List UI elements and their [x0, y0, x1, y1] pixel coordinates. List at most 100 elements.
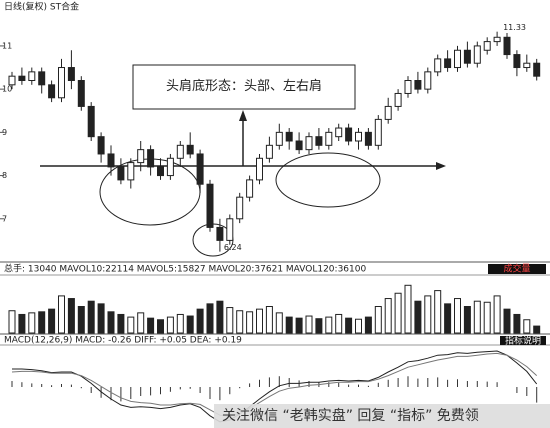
candle-body [77, 80, 85, 107]
candle-body [137, 149, 145, 164]
candle-body [226, 218, 234, 241]
volume-bar [137, 312, 145, 334]
candle-body [483, 41, 491, 51]
macd-button-label: 指标说明 [505, 335, 541, 347]
candle-body [463, 49, 471, 64]
volume-bar [206, 303, 214, 334]
candle-body [166, 157, 174, 177]
candle-body [473, 45, 481, 64]
volume-bar [325, 316, 333, 334]
up-arrow-head [239, 110, 247, 121]
volume-bar [483, 301, 491, 334]
volume-bar [355, 318, 362, 334]
candle-body [384, 105, 392, 120]
volume-bar [424, 295, 432, 334]
volume-bar [374, 306, 382, 334]
candle-body [87, 105, 95, 138]
candle-body [305, 136, 313, 151]
y-tick-label: 8 [2, 171, 7, 180]
volume-bar [176, 313, 184, 334]
candle-body [97, 136, 105, 155]
volume-title: 总手: 13040 MAVOL10:22114 MAVOL5:15827 MAV… [4, 263, 366, 275]
right-shoulder-ellipse [275, 152, 381, 208]
annotation-box [132, 64, 356, 110]
candle-body [157, 166, 164, 177]
y-tick-label: 9 [2, 128, 7, 137]
candle-body [513, 54, 521, 69]
watermark: 关注微信 “老韩实盘” 回复 “指标” 免费领 [222, 407, 479, 424]
chart-title: 日线(复权) ST合金 [4, 1, 79, 13]
y-tick-label: 10 [2, 85, 12, 94]
volume-button[interactable] [488, 264, 546, 274]
candle-body [404, 80, 412, 94]
volume-bar [87, 300, 95, 334]
volume-bar [315, 318, 323, 334]
volume-bar [394, 292, 402, 334]
volume-bar [77, 306, 85, 334]
candle-body [107, 153, 115, 168]
volume-bar [58, 295, 65, 334]
candle-body [434, 58, 442, 73]
candle-body [48, 84, 56, 99]
candle-body [265, 144, 273, 159]
candle-body [18, 75, 26, 82]
neckline-arrow [436, 162, 446, 170]
candle-body [414, 80, 422, 90]
candle-body [28, 71, 36, 81]
y-tick-label: 7 [2, 214, 7, 223]
volume-bar [463, 306, 471, 334]
candle-body [127, 162, 135, 181]
macd-button[interactable] [500, 336, 546, 345]
volume-bar [147, 317, 155, 334]
candle-body [236, 196, 244, 220]
candle-body [454, 49, 461, 69]
volume-bar [97, 303, 105, 334]
volume-bar [166, 316, 174, 334]
volume-bar [236, 310, 244, 334]
candle-body [503, 36, 511, 56]
volume-bar [513, 313, 521, 334]
volume-bar [444, 303, 452, 334]
candle-body [374, 118, 382, 146]
volume-bar [196, 308, 204, 334]
candle-body [444, 58, 452, 69]
volume-bar [364, 316, 372, 334]
candle-body [256, 157, 263, 181]
candle-body [325, 131, 333, 146]
candle-body [394, 92, 402, 107]
y-tick-label: 11 [2, 41, 12, 50]
volume-bar [523, 319, 531, 334]
volume-bar [67, 298, 75, 334]
candle-body [335, 127, 343, 138]
candle-body [186, 144, 194, 155]
candle-body [533, 62, 541, 77]
volume-bar [404, 284, 412, 334]
candle-body [364, 131, 372, 146]
volume-bar [473, 300, 481, 334]
volume-bar [38, 311, 46, 334]
candle-body [275, 131, 283, 146]
volume-bar [493, 295, 501, 334]
volume-bar [127, 316, 135, 334]
volume-bar [454, 298, 461, 334]
candle-body [216, 226, 224, 241]
candle-body [147, 149, 155, 168]
macd-line [11, 352, 538, 417]
watermark-bg [214, 404, 550, 428]
volume-bar [503, 308, 511, 334]
volume-bar [186, 315, 194, 334]
volume-bar [28, 312, 36, 334]
volume-bar [434, 290, 442, 334]
candle-body [345, 127, 353, 142]
candle-body [493, 36, 501, 43]
volume-bar [285, 316, 293, 334]
candle-body [67, 67, 75, 81]
high-label: 11.33 [503, 23, 526, 32]
annotation: 头肩底形态：头部、左右肩 [166, 78, 322, 93]
candle-body [196, 153, 204, 185]
volume-bar [216, 300, 224, 334]
candle-body [315, 136, 323, 146]
candle-body [246, 179, 254, 198]
macd-line [12, 350, 538, 423]
